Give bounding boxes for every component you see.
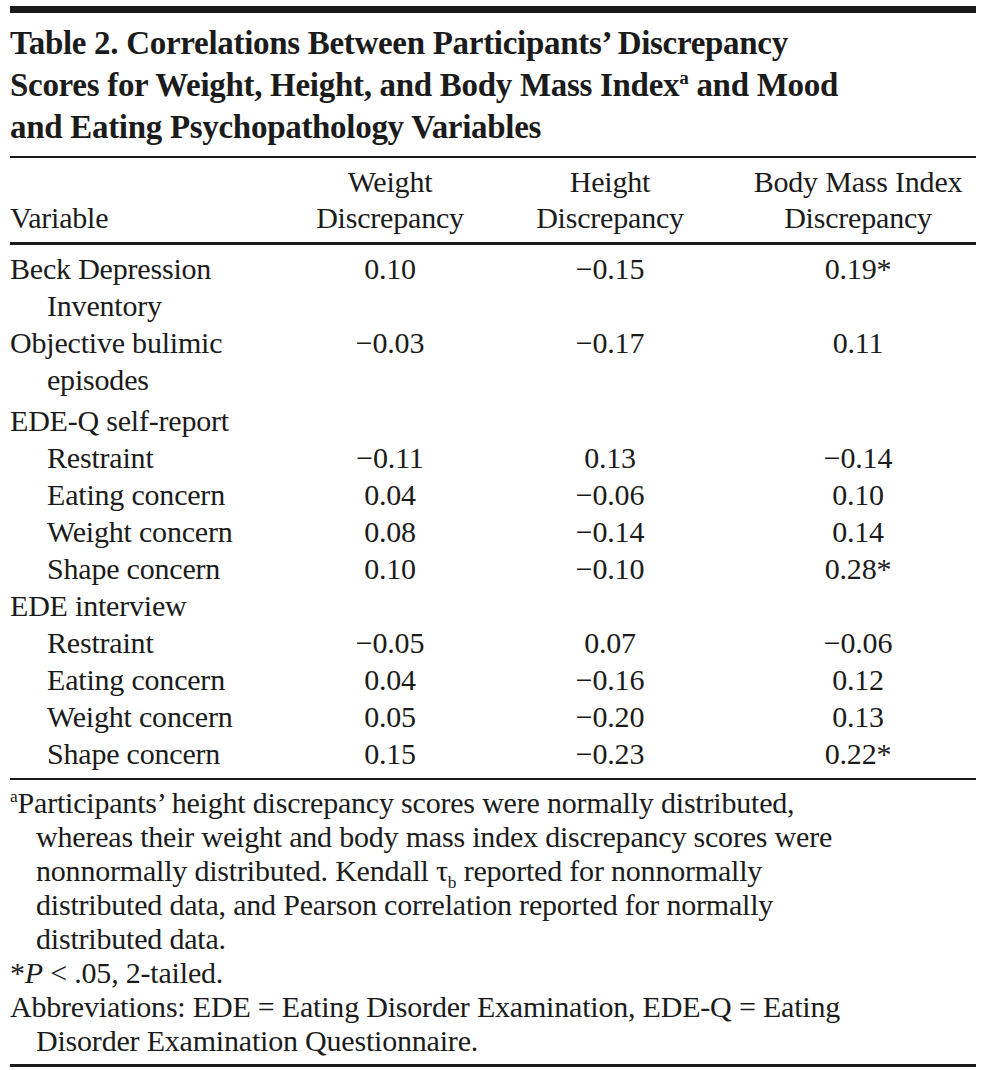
table-title-line-1: Table 2. Correlations Between Participan…	[10, 22, 976, 64]
table-body: Beck Depression Inventory 0.10 −0.15 0.1…	[10, 244, 976, 779]
cell-height: −0.10	[480, 550, 740, 587]
cell-bmi: −0.06	[740, 624, 976, 661]
cell-weight: −0.05	[300, 624, 480, 661]
row-ede-interview-section: EDE interview	[10, 587, 976, 624]
cell-bmi: 0.13	[740, 698, 976, 735]
footnote-a-line-1: aParticipants’ height discrepancy scores…	[10, 786, 976, 820]
row-ede-eating-concern: Eating concern 0.04 −0.16 0.12	[10, 661, 976, 698]
row-edeq-self-report-section: EDE-Q self-report	[10, 398, 976, 439]
cell-height	[480, 587, 740, 624]
abbreviations-line-1: Abbreviations: EDE = Eating Disorder Exa…	[10, 990, 976, 1024]
cell-bmi: 0.28*	[740, 550, 976, 587]
abbreviations-note: Abbreviations: EDE = Eating Disorder Exa…	[10, 990, 976, 1058]
row-beck-depression-inventory: Beck Depression Inventory 0.10 −0.15 0.1…	[10, 244, 976, 325]
significance-star: *	[10, 956, 25, 989]
cell-weight	[300, 587, 480, 624]
cell-weight: 0.15	[300, 735, 480, 778]
row-label: Shape concern	[10, 735, 300, 772]
row-label: Eating concern	[10, 476, 300, 513]
row-objective-bulimic-episodes: Objective bulimic episodes −0.03 −0.17 0…	[10, 324, 976, 398]
header-height-discrepancy: Height Discrepancy	[480, 158, 740, 244]
cell-weight: 0.08	[300, 513, 480, 550]
bottom-rule	[10, 1064, 976, 1067]
cell-bmi: 0.12	[740, 661, 976, 698]
footnote-a-line-3: nonnormally distributed. Kendall τb repo…	[10, 854, 976, 888]
row-ede-restraint: Restraint −0.05 0.07 −0.06	[10, 624, 976, 661]
table-header: Variable Weight Discrepancy Height Discr…	[10, 158, 976, 244]
footnote-a-marker: a	[10, 786, 18, 806]
cell-weight	[300, 398, 480, 439]
cell-bmi: −0.14	[740, 439, 976, 476]
cell-bmi: 0.14	[740, 513, 976, 550]
header-weight-discrepancy: Weight Discrepancy	[300, 158, 480, 244]
correlation-table: Variable Weight Discrepancy Height Discr…	[10, 158, 976, 778]
cell-weight: −0.03	[300, 324, 480, 398]
cell-bmi: 0.10	[740, 476, 976, 513]
table-header-row: Variable Weight Discrepancy Height Discr…	[10, 158, 976, 244]
row-ede-weight-concern: Weight concern 0.05 −0.20 0.13	[10, 698, 976, 735]
header-variable: Variable	[10, 158, 300, 244]
p-value-symbol: P	[25, 956, 43, 989]
row-edeq-shape-concern: Shape concern 0.10 −0.10 0.28*	[10, 550, 976, 587]
cell-weight: −0.11	[300, 439, 480, 476]
cell-bmi: 0.19*	[740, 244, 976, 325]
cell-height: 0.13	[480, 439, 740, 476]
footnote-a-line-4: distributed data, and Pearson correlatio…	[10, 888, 976, 922]
row-label: Shape concern	[10, 550, 300, 587]
cell-weight: 0.05	[300, 698, 480, 735]
footnote-a: aParticipants’ height discrepancy scores…	[10, 786, 976, 956]
cell-weight: 0.04	[300, 661, 480, 698]
cell-height: 0.07	[480, 624, 740, 661]
cell-height: −0.23	[480, 735, 740, 778]
footnote-a-line-5: distributed data.	[10, 922, 976, 956]
section-label: EDE interview	[10, 587, 300, 624]
cell-height: −0.14	[480, 513, 740, 550]
row-label: Restraint	[10, 439, 300, 476]
row-label: Eating concern	[10, 661, 300, 698]
row-edeq-eating-concern: Eating concern 0.04 −0.06 0.10	[10, 476, 976, 513]
footnotes: aParticipants’ height discrepancy scores…	[10, 780, 976, 1064]
cell-height: −0.15	[480, 244, 740, 325]
cell-bmi: 0.11	[740, 324, 976, 398]
cell-height	[480, 398, 740, 439]
table-title-line-2: Scores for Weight, Height, and Body Mass…	[10, 64, 976, 106]
kendall-tau-symbol: τ	[436, 854, 448, 887]
significance-note: *P < .05, 2-tailed.	[10, 956, 976, 990]
row-edeq-restraint: Restraint −0.11 0.13 −0.14	[10, 439, 976, 476]
cell-height: −0.06	[480, 476, 740, 513]
cell-height: −0.16	[480, 661, 740, 698]
row-edeq-weight-concern: Weight concern 0.08 −0.14 0.14	[10, 513, 976, 550]
footnote-a-line-2: whereas their weight and body mass index…	[10, 820, 976, 854]
row-ede-shape-concern: Shape concern 0.15 −0.23 0.22*	[10, 735, 976, 778]
table-title: Table 2. Correlations Between Participan…	[10, 22, 976, 148]
abbreviations-line-2: Disorder Examination Questionnaire.	[10, 1024, 976, 1058]
row-label: Restraint	[10, 624, 300, 661]
section-label: EDE-Q self-report	[10, 402, 300, 439]
cell-weight: 0.04	[300, 476, 480, 513]
top-rule	[10, 6, 976, 13]
cell-bmi: 0.22*	[740, 735, 976, 778]
row-label: Objective bulimic episodes	[10, 324, 300, 398]
cell-weight: 0.10	[300, 244, 480, 325]
table-title-line-3: and Eating Psychopathology Variables	[10, 106, 976, 148]
row-label: Weight concern	[10, 513, 300, 550]
cell-height: −0.17	[480, 324, 740, 398]
cell-bmi	[740, 587, 976, 624]
row-label: Beck Depression Inventory	[10, 250, 300, 324]
header-bmi-discrepancy: Body Mass Index Discrepancy	[740, 158, 976, 244]
cell-height: −0.20	[480, 698, 740, 735]
cell-weight: 0.10	[300, 550, 480, 587]
cell-bmi	[740, 398, 976, 439]
row-label: Weight concern	[10, 698, 300, 735]
